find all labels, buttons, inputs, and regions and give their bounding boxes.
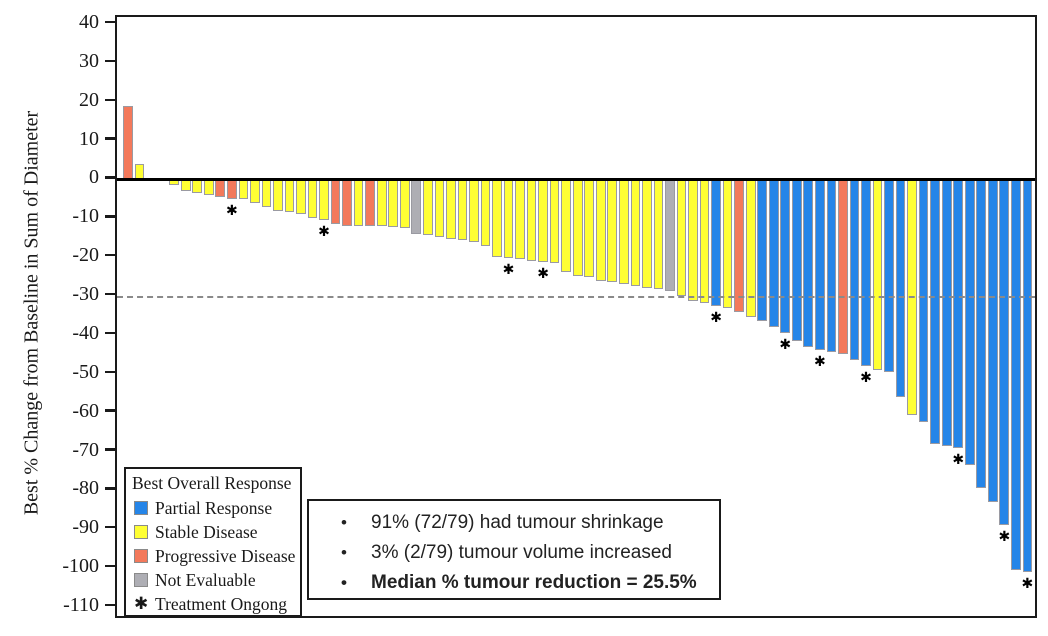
y-tick — [105, 409, 115, 412]
annotation-text: Median % tumour reduction = 25.5% — [371, 572, 697, 593]
legend-item-label: Progressive Disease — [155, 545, 296, 566]
y-tick — [105, 254, 115, 257]
y-tick — [105, 292, 115, 296]
annotation-bullet-row: • 3% (2/79) tumour volume increased — [309, 538, 719, 568]
legend-item-treatment-ongong: ✱ Treatment Ongong — [132, 592, 300, 616]
y-tick — [105, 331, 115, 335]
y-tick-label: 30 — [79, 49, 99, 72]
treatment-ongoing-asterisk: ✱ — [779, 336, 792, 353]
ongoing-markers-layer: ✱ ✱ ✱ ✱ ✱ ✱ ✱ ✱ ✱ ✱ ✱ — [117, 17, 1035, 616]
y-tick — [105, 98, 115, 101]
treatment-ongoing-asterisk: ✱ — [860, 370, 872, 387]
y-tick-label: -20 — [72, 244, 99, 267]
y-tick — [105, 526, 115, 529]
legend-item-partial-response: Partial Response — [132, 496, 300, 520]
reference-line-minus-30 — [117, 296, 1035, 299]
legend-item-label: Treatment Ongong — [155, 593, 288, 614]
treatment-ongoing-asterisk: ✱ — [952, 451, 965, 468]
y-tick-label: 40 — [79, 11, 99, 33]
y-tick-label: -10 — [72, 205, 99, 228]
annotation-bullet-row: • Median % tumour reduction = 25.5% — [309, 568, 719, 598]
treatment-ongoing-asterisk: ✱ — [502, 262, 515, 279]
legend-swatch-stable-disease — [134, 525, 148, 539]
legend-items: Partial Response Stable Disease Progressiv… — [132, 496, 300, 616]
annotation-bullet-row: • 91% (72/79) had tumour shrinkage — [309, 508, 719, 538]
y-tick-label: -50 — [72, 360, 99, 383]
y-tick — [105, 137, 115, 140]
y-tick-label: -40 — [72, 321, 99, 344]
legend-item-not-evaluable: Not Evaluable — [132, 568, 300, 592]
y-tick — [105, 487, 115, 490]
treatment-ongoing-asterisk: ✱ — [1021, 576, 1034, 593]
legend-swatch-not-evaluable — [134, 573, 148, 587]
treatment-ongoing-asterisk: ✱ — [318, 224, 330, 241]
y-tick-label: -110 — [63, 594, 99, 616]
y-tick — [105, 20, 115, 24]
annotation-text: 3% (2/79) tumour volume increased — [371, 542, 672, 563]
y-tick — [105, 448, 115, 451]
bullet-icon: • — [341, 543, 347, 562]
y-tick-label: -70 — [72, 438, 99, 461]
y-tick-label: -100 — [62, 555, 99, 578]
zero-baseline — [117, 178, 1035, 181]
treatment-ongoing-asterisk: ✱ — [537, 266, 549, 283]
legend-item-label: Stable Disease — [155, 521, 258, 542]
y-tick — [105, 603, 115, 607]
y-tick — [105, 370, 115, 373]
y-tick-label: -80 — [72, 477, 99, 500]
y-tick-label: -60 — [72, 399, 99, 422]
legend-item-stable-disease: Stable Disease — [132, 520, 300, 544]
bullet-icon: • — [341, 513, 347, 532]
annotation-box: • 91% (72/79) had tumour shrinkage • 3% (2/… — [307, 499, 721, 600]
treatment-ongoing-asterisk: ✱ — [710, 310, 722, 327]
y-tick-label: 20 — [79, 88, 99, 111]
treatment-ongoing-asterisk: ✱ — [813, 354, 826, 371]
legend-title: Best Overall Response — [132, 473, 292, 493]
annotation-rows: • 91% (72/79) had tumour shrinkage • 3% (2/… — [309, 508, 719, 598]
y-tick — [105, 59, 115, 63]
y-tick-label: -30 — [72, 283, 99, 306]
bullet-icon: • — [341, 573, 347, 592]
legend-swatch-partial-response — [134, 501, 148, 515]
y-tick — [105, 564, 115, 568]
legend-item-label: Partial Response — [155, 497, 273, 518]
legend-swatch-progressive-disease — [134, 549, 148, 563]
y-tick-label: -90 — [72, 516, 99, 539]
treatment-ongoing-asterisk: ✱ — [225, 202, 238, 219]
legend-box: Best Overall Response Partial Response St… — [124, 467, 302, 617]
annotation-text: 91% (72/79) had tumour shrinkage — [371, 512, 664, 533]
legend-item-progressive-disease: Progressive Disease — [132, 544, 300, 568]
y-tick-label: 10 — [79, 127, 99, 150]
y-tick — [105, 215, 115, 218]
y-tick-label: 0 — [89, 166, 99, 189]
y-tick — [105, 176, 115, 179]
treatment-ongoing-asterisk-icon: ✱ — [134, 594, 149, 614]
treatment-ongoing-asterisk: ✱ — [998, 529, 1011, 546]
bars-layer — [117, 17, 1035, 616]
legend-item-label: Not Evaluable — [155, 569, 256, 590]
